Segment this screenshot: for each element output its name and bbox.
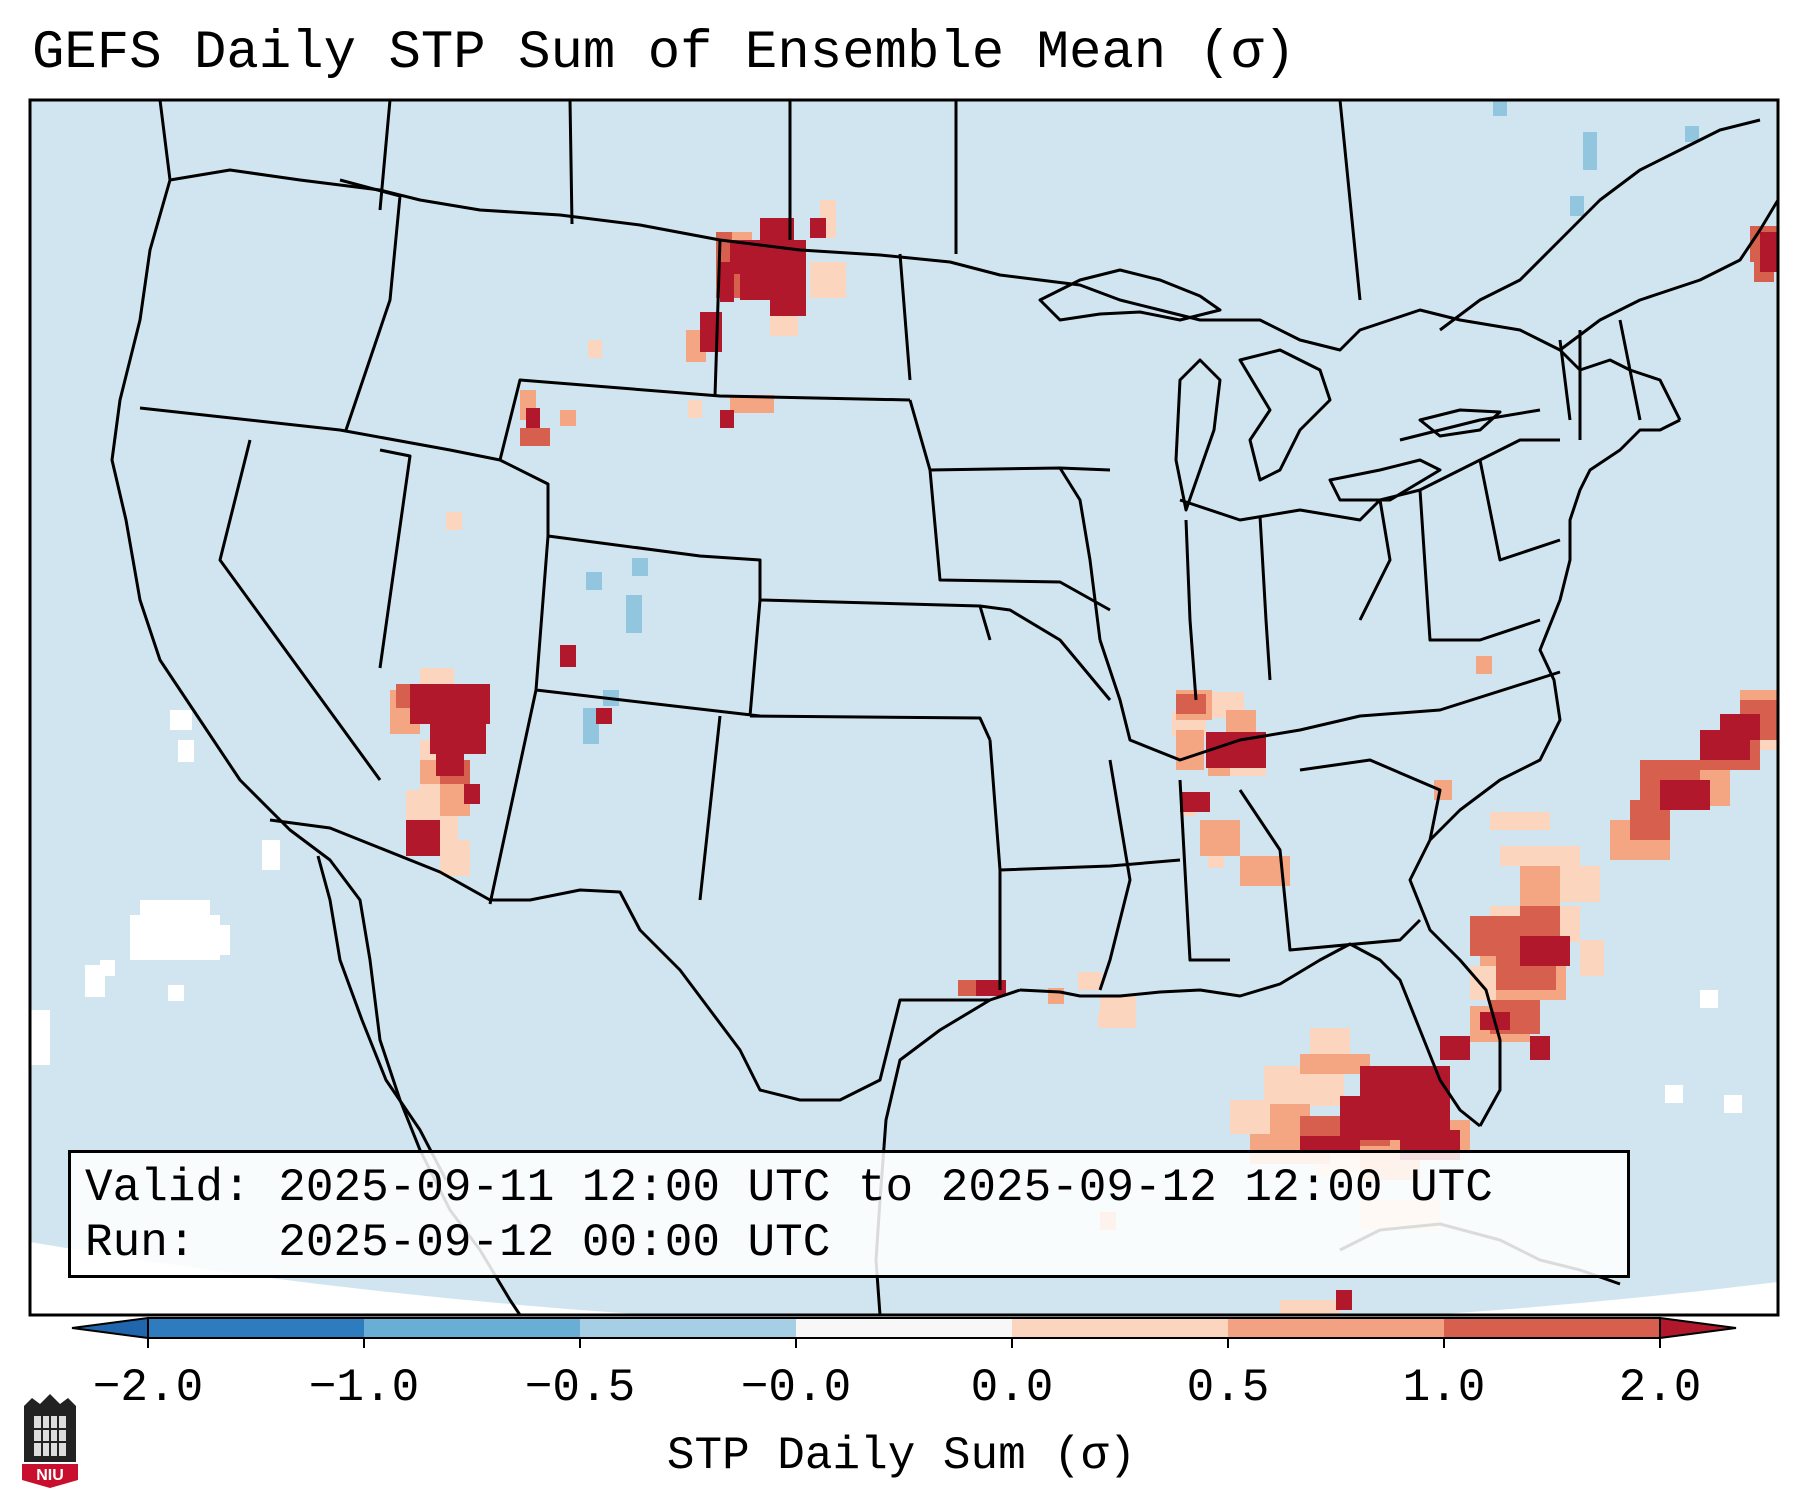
valid-period: 2025-09-11 12:00 UTC to 2025-09-12 12:00… [278, 1162, 1493, 1214]
us-canada-border [169, 168, 1561, 352]
colorbar-tick-marks [147, 1338, 1661, 1348]
colorbar-segment [1228, 1318, 1444, 1338]
gulf-coast-us [1019, 942, 1481, 1128]
colorbar-tick-label: −1.0 [308, 1362, 420, 1414]
canada-provincial [378, 100, 1362, 301]
neutral-cells [30, 710, 1742, 1113]
map-frame [28, 98, 1780, 1317]
atlantic-coast-us [1408, 418, 1681, 1127]
colorbar-tick-label: 2.0 [1618, 1362, 1702, 1414]
colorbar-segment [364, 1318, 580, 1338]
valid-label: Valid: [85, 1162, 251, 1214]
colorbar-label: STP Daily Sum (σ) [666, 1430, 1137, 1482]
colorbar-tick-label: −0.5 [524, 1362, 636, 1414]
run-label: Run: [85, 1217, 196, 1269]
logo-text: NIU [36, 1467, 64, 1484]
colorbar-segment [796, 1318, 1012, 1338]
colorbar [71, 1316, 1737, 1348]
colorbar-tick-label: 0.5 [1186, 1362, 1270, 1414]
us-mexico-border [269, 818, 990, 1102]
colorbar-segment [148, 1318, 364, 1338]
us-state-lines [139, 178, 1642, 991]
colorbar-tick-label: 1.0 [1402, 1362, 1486, 1414]
colorbar-over-arrow [1659, 1316, 1737, 1340]
projection-domain [30, 100, 1778, 1315]
colorbar-tick-label: −0.0 [740, 1362, 852, 1414]
map-title: GEFS Daily STP Sum of Ensemble Mean (σ) [32, 23, 1296, 84]
colorbar-tick-label: −2.0 [92, 1362, 204, 1414]
colorbar-segment [1444, 1318, 1660, 1338]
negative-cells [583, 100, 1699, 744]
st-lawrence [1439, 118, 1761, 332]
colorbar-frame [147, 1317, 1661, 1339]
colorbar-tick-label: 0.0 [970, 1362, 1054, 1414]
colorbar-segment [580, 1318, 796, 1338]
niu-logo: NIU [22, 1394, 78, 1488]
run-time: 2025-09-12 00:00 UTC [278, 1217, 831, 1269]
colorbar-segment [1012, 1318, 1228, 1338]
colorbar-under-arrow [71, 1316, 149, 1340]
validity-info-box: Valid: 2025-09-11 12:00 UTC to 2025-09-1… [68, 1150, 1630, 1278]
positive-cells-max [406, 218, 1778, 1310]
great-lakes [1038, 268, 1502, 512]
baja-east-coast [316, 855, 448, 1181]
